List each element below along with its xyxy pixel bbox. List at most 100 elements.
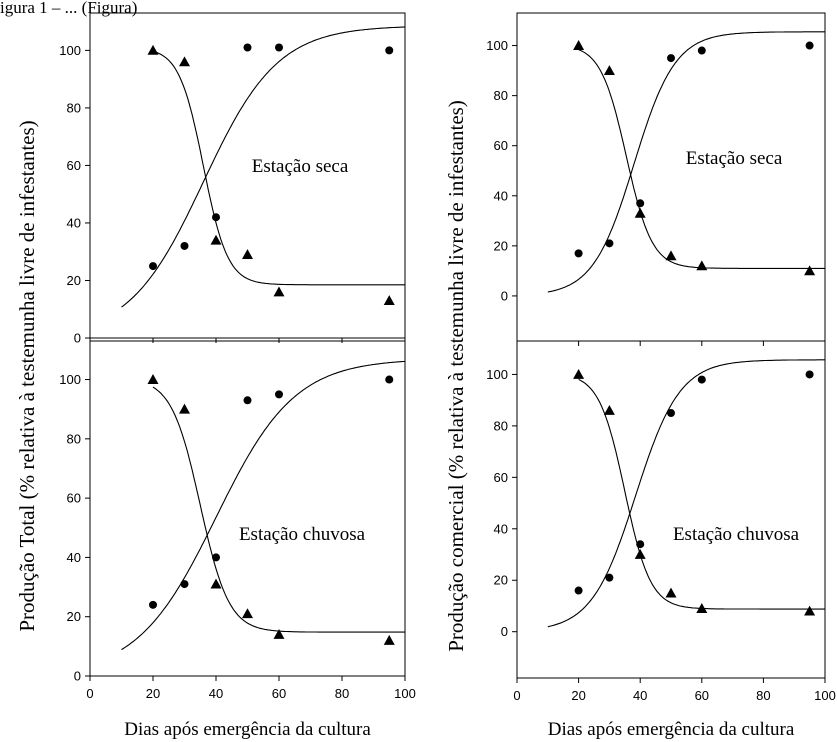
data-point-triangle (383, 634, 395, 645)
y-tick-label: 40 (494, 521, 508, 536)
data-point-circle (275, 390, 283, 399)
data-point-triangle (665, 250, 677, 261)
plot-frame (89, 12, 406, 339)
data-point-circle (805, 41, 814, 50)
fitted-curve-decreasing (152, 50, 405, 286)
y-tick-label: 0 (501, 288, 508, 303)
plot-frame (516, 12, 826, 342)
data-point-circle (605, 239, 614, 248)
x-tick-label: 40 (209, 686, 223, 701)
fitted-curve-increasing (121, 26, 406, 308)
y-axis-title-right: Produção comercial (% relativa à testemu… (444, 100, 468, 652)
plot-frame (89, 340, 406, 677)
data-point-triangle (210, 578, 222, 589)
data-point-triangle (573, 40, 585, 50)
fitted-curve-decreasing (578, 378, 825, 610)
data-point-circle (149, 600, 157, 609)
data-point-circle (243, 43, 252, 52)
y-tick-label: 60 (494, 138, 508, 153)
y-tick-label: 40 (67, 215, 81, 230)
y-tick-label: 40 (67, 550, 81, 565)
data-point-circle (636, 540, 645, 549)
plot-frame (516, 340, 826, 679)
x-tick-label: 80 (756, 688, 770, 703)
data-point-triangle (242, 249, 253, 259)
data-point-circle (805, 370, 814, 379)
data-point-triangle (147, 44, 159, 55)
panel-label: Estação seca (252, 156, 349, 177)
panel-total-dry: 0 20 40 60 80 100 Estação seca (59, 12, 406, 346)
data-point-triangle (179, 56, 190, 67)
data-point-circle (275, 43, 283, 52)
fitted-curve-decreasing (152, 386, 405, 633)
data-point-circle (149, 262, 157, 271)
panel-label: Estação chuvosa (239, 524, 366, 545)
fitted-curve-increasing (547, 359, 825, 628)
y-tick-label: 80 (494, 418, 508, 433)
panel-total-rainy: 0 20 40 60 80 100 0 20 40 60 80 100 Estação chuvosa D… (59, 340, 416, 740)
y-tick-label: 80 (67, 431, 81, 446)
x-axis-title: Dias após emergência da cultura (124, 719, 371, 740)
data-point-triangle (273, 286, 285, 297)
y-tick-label: 100 (59, 43, 81, 58)
x-tick-label: 40 (633, 688, 647, 703)
data-point-triangle (147, 374, 159, 384)
data-point-circle (667, 54, 675, 63)
y-tick-label: 60 (494, 470, 508, 485)
data-point-triangle (634, 207, 646, 218)
x-tick-label: 100 (394, 686, 416, 701)
y-tick-label: 60 (67, 158, 81, 173)
y-tick-label: 100 (486, 38, 508, 53)
y-tick-label: 100 (486, 367, 508, 382)
data-point-circle (180, 580, 189, 589)
fitted-curve-increasing (121, 360, 406, 651)
y-tick-label: 0 (501, 624, 508, 639)
data-point-triangle (634, 549, 646, 559)
y-tick-label: 60 (67, 491, 81, 506)
x-tick-label: 60 (272, 686, 286, 701)
data-point-circle (605, 573, 614, 582)
y-tick-label: 80 (494, 88, 508, 103)
x-tick-label: 20 (571, 688, 585, 703)
y-tick-label: 20 (67, 609, 81, 624)
data-point-triangle (179, 403, 190, 414)
data-point-circle (243, 396, 252, 405)
x-tick-label: 80 (335, 686, 349, 701)
data-point-circle (212, 553, 220, 562)
caption-fragment: igura 1 – ... (Figura) (0, 0, 137, 17)
data-point-circle (180, 241, 189, 250)
data-point-triangle (383, 295, 395, 306)
data-point-triangle (603, 404, 615, 415)
data-point-circle (574, 586, 583, 595)
y-tick-label: 0 (74, 331, 81, 346)
data-point-triangle (273, 628, 285, 639)
x-tick-label: 0 (513, 688, 520, 703)
y-tick-label: 20 (494, 573, 508, 588)
panel-commercial-dry: 0 20 40 60 80 100 Estação seca (486, 12, 826, 346)
data-point-circle (574, 249, 583, 258)
data-point-triangle (242, 608, 253, 619)
data-point-triangle (696, 260, 708, 271)
data-point-circle (385, 375, 394, 384)
y-tick-label: 80 (67, 100, 81, 115)
x-tick-label: 60 (695, 688, 709, 703)
data-point-circle (385, 46, 394, 55)
x-tick-label: 100 (814, 688, 836, 703)
panel-commercial-rainy: 0 20 40 60 80 100 0 20 40 60 80 100 Estação chuvosa D… (486, 340, 836, 740)
panel-label: Estação chuvosa (673, 524, 800, 545)
y-tick-label: 20 (494, 238, 508, 253)
data-point-triangle (210, 234, 222, 245)
data-point-triangle (804, 605, 816, 616)
y-tick-label: 100 (59, 372, 81, 387)
data-point-triangle (804, 265, 816, 276)
data-point-triangle (603, 65, 615, 75)
data-point-circle (697, 46, 706, 55)
data-point-circle (636, 199, 645, 208)
y-axis-title-left: Produção Total (% relativa à testemunha … (15, 120, 39, 631)
y-tick-label: 40 (494, 188, 508, 203)
fitted-curve-increasing (547, 31, 825, 293)
y-tick-label: 0 (74, 669, 81, 684)
x-tick-label: 20 (146, 686, 160, 701)
x-tick-label: 0 (86, 686, 93, 701)
